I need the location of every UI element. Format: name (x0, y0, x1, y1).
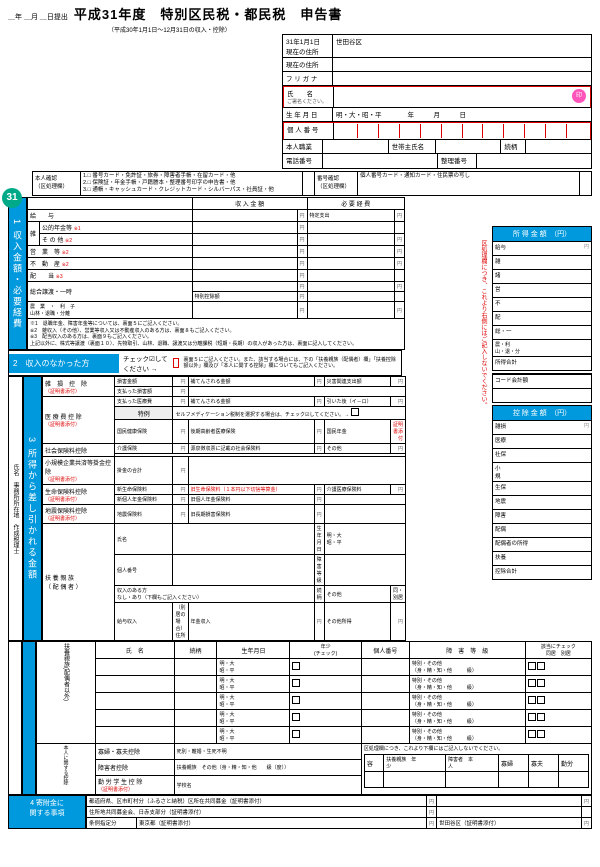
name-label: 氏 名ご署名ください。 (284, 87, 334, 107)
right-column: 所 得 金 額 （円） 給与円 雑 諸 営 不 配 総・一 農・利 山・退・分 … (492, 226, 592, 582)
year-badge: 31 (2, 188, 22, 208)
seal-icon: 印 (572, 89, 586, 103)
form-title: 平成31年度 特別区民税・都民税 申告書 (74, 4, 342, 23)
submit-date: ＿年 ＿月 ＿日提出 (8, 12, 68, 22)
mynumber-field[interactable] (334, 123, 590, 139)
sec1-tab: 1 収入金額・必要経費 (8, 197, 27, 350)
section-2: 2 収入のなかった方 チェック☑してください →裏面５にご記入ください。また、該… (8, 350, 402, 376)
no-income-checkbox[interactable] (173, 358, 180, 368)
dependents-table: 扶養親族(配偶者以外) 氏 名続柄生年月日年少 (チェック)個人番号障 害 等 … (8, 641, 592, 795)
vertical-warning: 区処理欄につき、これより右側にはご記入しないでください。 (479, 240, 488, 440)
name-field[interactable]: 印 (334, 87, 590, 107)
confirm-row: 本人確認 （区処理欄） 1.□ 番号カード・免許証・旅券・障害者手帳・在留カード… (32, 171, 592, 196)
section-4: 4 寄附金に 関する事項 都道府県、区市町村分（ふるさと納税）区所在共同募金（証… (8, 795, 592, 829)
subtitle: （平成30年1月1日～12月31日の収入・控除） (108, 25, 592, 34)
identity-box: 31年1月1日 現在の住所世田谷区 現在の住所 フ リ ガ ナ 氏 名ご署名くだ… (282, 34, 592, 169)
